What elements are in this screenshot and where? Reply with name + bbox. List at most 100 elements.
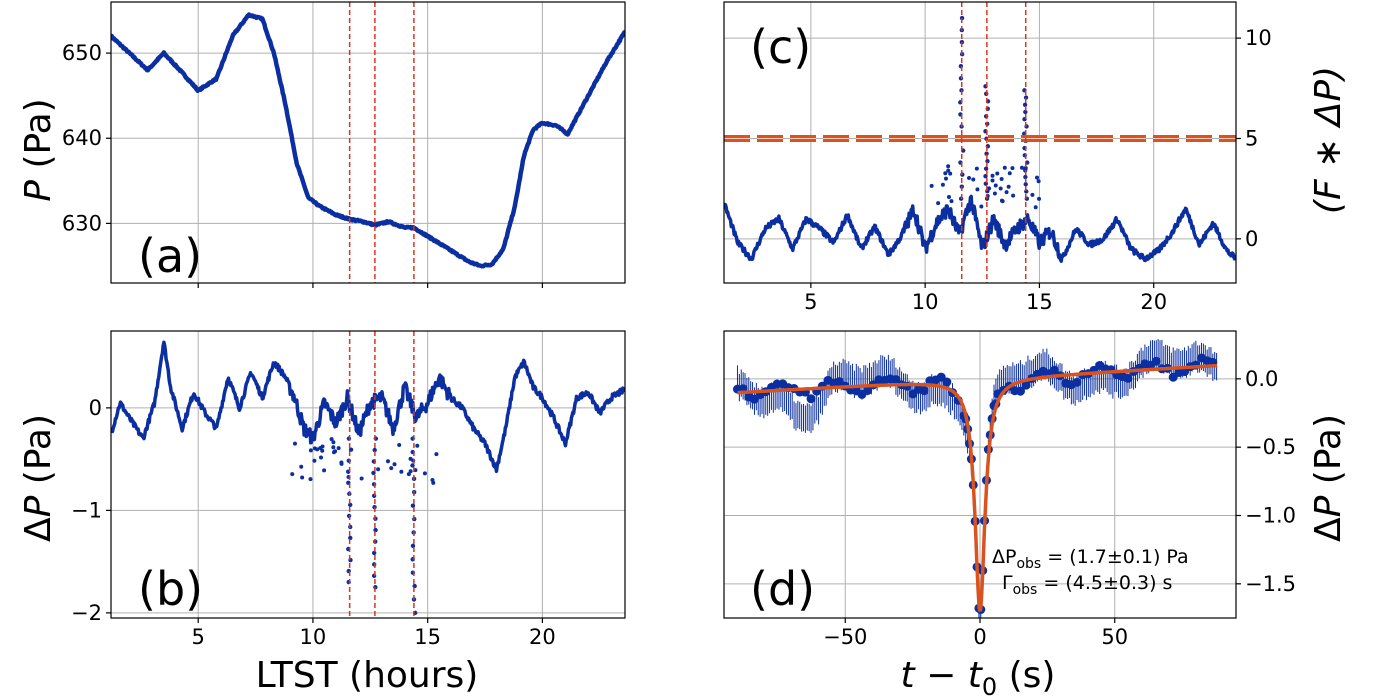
scatter-point-c-25 [929, 183, 934, 188]
ytick-label-c-1: 5 [1245, 126, 1258, 150]
xtick-label-c-2: 15 [1026, 290, 1053, 314]
ylabel-a: P (Pa) [18, 98, 59, 201]
ytick-label-c-0: 0 [1245, 227, 1258, 251]
data-point-99 [919, 386, 929, 396]
ylabel-b-delta: Δ [18, 517, 59, 542]
scatter-point-b-34 [408, 456, 413, 461]
anno-gamma-sub: obs [1013, 582, 1038, 598]
ylabel-c: (F ∗ ΔP) [1308, 66, 1349, 214]
scatter-point-c-5 [993, 183, 998, 188]
scatter-point-b-17 [389, 466, 394, 471]
spike-point-1-4 [983, 166, 989, 171]
scatter-point-c-16 [1007, 171, 1012, 176]
ytick-label-a-2: 650 [62, 41, 102, 65]
scatter-point-c-15 [971, 177, 976, 182]
ylabel-b: ΔP (Pa) [18, 414, 59, 542]
data-point-39 [806, 394, 816, 404]
spike-point-2-2 [1023, 182, 1028, 187]
spike-point-2-14 [1023, 95, 1029, 100]
scatter-point-c-4 [947, 195, 952, 200]
panel-c: 5 10 15 20 0 5 10 [723, 1, 1272, 314]
xlabel-d-t0: t [968, 655, 984, 696]
dip-point-1-12 [371, 573, 377, 579]
anno-gamma-symbol: Γ [1002, 572, 1013, 594]
xlabel-b: LTST (hours) [256, 655, 479, 696]
xlabel-d-minus: − [915, 655, 968, 696]
scatter-point-b-26 [320, 444, 325, 449]
scatter-point-b-8 [336, 446, 341, 451]
xtick-label-d-0: −50 [823, 625, 867, 649]
series-line-c [724, 194, 1236, 263]
xtick-label-c-3: 20 [1140, 290, 1167, 314]
scatter-point-b-6 [300, 475, 305, 480]
scatter-point-c-1 [1037, 196, 1042, 201]
scatter-point-c-28 [974, 166, 979, 171]
scatter-point-b-22 [331, 440, 336, 445]
anno-dp-sub: obs [1016, 556, 1041, 572]
scatter-point-b-33 [339, 461, 344, 466]
scatter-point-b-37 [329, 437, 334, 442]
ytick-label-a-1: 640 [62, 126, 102, 150]
ytick-label-b-0: −2 [71, 601, 102, 625]
frame-a [110, 1, 626, 284]
panel-label-a: (a) [138, 229, 202, 283]
scatter-point-c-29 [995, 171, 1000, 176]
panel-a: 630 640 650 [62, 1, 626, 288]
ylabel-d: ΔP (Pa) [1308, 414, 1349, 542]
dip-point-2-5 [410, 503, 416, 508]
plot-area-b [111, 331, 625, 618]
data-point-153 [1021, 380, 1031, 390]
scatter-point-b-10 [406, 472, 411, 477]
dip-point-0-1 [348, 447, 354, 452]
scatter-point-c-37 [946, 164, 951, 169]
spike-point-1-6 [984, 151, 989, 156]
xtick-label-b-2: 15 [414, 625, 441, 649]
frame-c [723, 1, 1237, 284]
scatter-point-c-20 [998, 186, 1003, 191]
xtick-label-b-3: 20 [529, 625, 556, 649]
scatter-point-c-35 [975, 187, 980, 192]
ylabel-a-symbol: P [18, 180, 59, 202]
xtick-label-c-0: 5 [804, 290, 817, 314]
ytick-label-c-2: 10 [1245, 26, 1272, 50]
data-point-180 [1072, 377, 1082, 387]
scatter-point-b-20 [331, 450, 336, 455]
spike-point-1-3 [983, 174, 988, 179]
scatter-point-b-25 [359, 476, 364, 481]
xtick-label-d-2: 50 [1101, 625, 1128, 649]
plot-area-d [732, 339, 1218, 618]
fit-curve [737, 363, 1218, 612]
scatter-point-b-9 [376, 467, 381, 472]
scatter-point-c-9 [943, 176, 948, 181]
scatter-point-b-38 [408, 469, 413, 474]
anno-dp-value: = (1.7±0.1) Pa [1041, 546, 1188, 568]
ytick-label-b-2: 0 [89, 396, 102, 420]
scatter-point-c-18 [1006, 184, 1011, 189]
panel-d: −50 0 50 −1.5 −1.0 −0.5 0.0 [723, 330, 1296, 649]
anno-dp-symbol: ΔP [992, 546, 1016, 568]
scatter-point-b-5 [392, 462, 397, 467]
ytick-label-a-0: 630 [62, 211, 102, 235]
scatter-point-c-11 [948, 171, 953, 176]
scatter-point-b-11 [292, 441, 297, 446]
scatter-point-b-27 [430, 478, 435, 483]
scatter-point-b-13 [422, 471, 427, 476]
series-line-a [111, 12, 625, 269]
data-point-69 [863, 385, 873, 395]
data-point-222 [1151, 356, 1161, 366]
scatter-point-b-31 [385, 459, 390, 464]
xlabel-d-sub: 0 [982, 673, 997, 698]
scatter-point-b-36 [299, 464, 304, 469]
scatter-point-c-38 [967, 176, 972, 181]
scatter-point-c-32 [1030, 192, 1035, 197]
scatter-point-c-24 [1036, 179, 1041, 184]
scatter-point-c-27 [1033, 205, 1038, 210]
dip-point-1-1 [372, 447, 377, 453]
scatter-point-b-23 [331, 445, 336, 450]
dip-point-1-5 [371, 493, 377, 498]
scatter-point-c-33 [979, 204, 984, 209]
scatter-point-b-24 [397, 442, 402, 447]
scatter-point-b-28 [434, 452, 439, 457]
ytick-label-d-0: −1.5 [1245, 572, 1296, 596]
spike-point-0-10 [958, 76, 964, 81]
